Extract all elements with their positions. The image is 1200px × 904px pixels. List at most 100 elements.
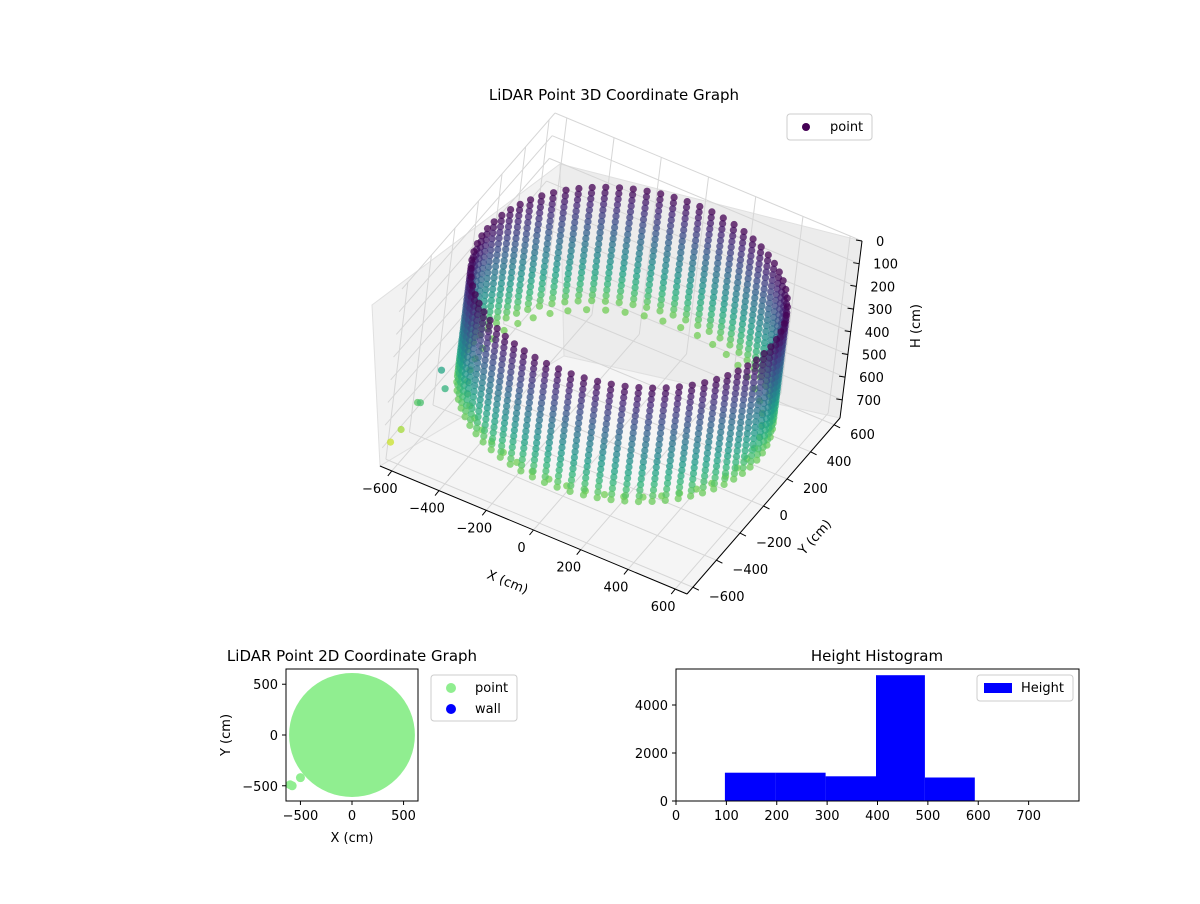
point-3d	[631, 284, 639, 292]
point-3d	[468, 404, 476, 412]
point-3d	[756, 313, 765, 321]
point-3d	[668, 445, 676, 453]
point-3d	[553, 376, 561, 384]
point-3d	[747, 252, 755, 260]
point-3d	[762, 327, 770, 336]
point-3d	[757, 243, 765, 251]
point-3d	[486, 316, 494, 324]
point-3d	[591, 268, 599, 276]
point-3d	[642, 198, 650, 207]
point-3d	[489, 279, 497, 288]
point-3d	[656, 435, 664, 443]
point-3d	[738, 469, 747, 477]
point-3d	[765, 305, 773, 313]
point-3d	[478, 325, 486, 333]
point-3d	[507, 362, 516, 371]
point-3d	[744, 345, 753, 353]
point-3d	[576, 408, 584, 416]
point-3d	[582, 474, 590, 482]
point-3d	[564, 307, 572, 315]
point-3d	[757, 422, 765, 430]
point-3d	[692, 447, 700, 455]
point-3d	[521, 241, 529, 249]
y-tick-label-histogram: 0	[660, 795, 668, 810]
point-3d	[728, 412, 737, 420]
point-3d	[653, 458, 661, 466]
point-3d	[728, 237, 736, 246]
point-3d	[470, 248, 478, 256]
point-3d	[520, 352, 528, 361]
point-3d	[756, 384, 764, 392]
point-3d	[735, 348, 743, 357]
point-3d	[508, 263, 516, 271]
point-3d	[736, 337, 745, 345]
point-3d	[496, 223, 505, 231]
point-3d	[646, 407, 654, 415]
point-3d	[573, 201, 581, 210]
point-3d	[520, 444, 528, 452]
point-3d	[487, 246, 495, 254]
point-3d	[606, 392, 614, 400]
point-3d	[502, 408, 510, 416]
grid-3d-back-z-line	[535, 271, 843, 401]
point-3d	[608, 240, 617, 249]
point-3d	[703, 248, 711, 256]
point-3d	[504, 297, 512, 305]
point-3d	[638, 227, 646, 235]
point-3d	[541, 473, 549, 481]
point-3d	[536, 410, 544, 419]
point-3d	[604, 275, 612, 283]
point-3d	[746, 258, 754, 266]
point-3d	[715, 440, 723, 448]
point-3d	[499, 431, 507, 439]
point-3d	[538, 285, 546, 293]
point-3d	[760, 285, 768, 293]
point-3d	[662, 256, 671, 264]
point-3d	[750, 435, 758, 443]
point-3d	[649, 252, 657, 260]
z-tick-3d	[850, 284, 857, 287]
point-3d	[687, 270, 695, 279]
point-3d	[606, 258, 614, 266]
point-3d	[577, 274, 585, 282]
point-3d	[678, 466, 686, 474]
point-3d	[510, 345, 518, 354]
point-3d	[612, 212, 620, 220]
point-3d	[588, 297, 596, 305]
point-3d	[670, 305, 678, 313]
point-3d	[579, 257, 587, 265]
point-3d	[677, 249, 685, 257]
point-3d	[621, 382, 629, 390]
point-3d	[501, 332, 509, 340]
point-3d	[524, 213, 533, 221]
point-3d	[713, 265, 721, 273]
x-tick-label-histogram: 0	[672, 809, 680, 824]
point-3d	[668, 440, 677, 448]
point-3d	[740, 228, 748, 236]
point-3d	[767, 288, 775, 296]
point-3d	[712, 468, 720, 476]
point-3d	[503, 308, 511, 316]
x-tick-label-3d: 600	[651, 600, 676, 615]
x-tick-3d	[481, 509, 487, 516]
point-3d	[555, 243, 563, 251]
point-3d	[624, 469, 632, 477]
point-3d	[635, 255, 643, 263]
point-3d	[705, 438, 713, 446]
histogram-bar	[876, 675, 925, 801]
point-3d	[545, 439, 554, 447]
point-3d	[603, 286, 611, 294]
point-3d	[530, 254, 538, 262]
point-3d	[522, 230, 531, 238]
point-3d	[483, 404, 491, 412]
point-3d	[639, 458, 648, 466]
point-3d	[634, 389, 642, 397]
point-3d	[583, 229, 591, 237]
point-3d	[661, 390, 670, 398]
x-tick-label-histogram: 500	[915, 809, 940, 824]
point-3d	[519, 450, 527, 458]
point-3d	[504, 223, 513, 231]
point-3d	[649, 384, 657, 392]
point-3d	[710, 288, 718, 296]
grid-3d-side-y-line	[408, 255, 432, 433]
